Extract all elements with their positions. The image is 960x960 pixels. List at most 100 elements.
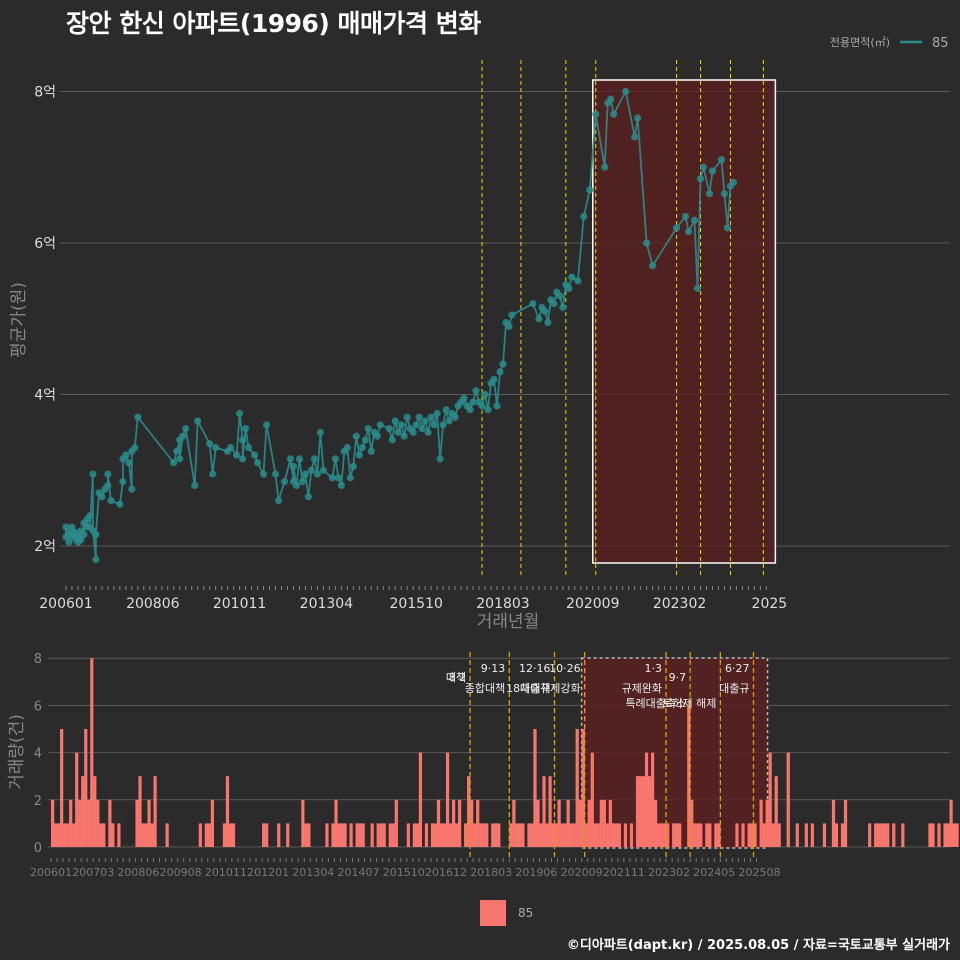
volume-bar (436, 799, 441, 847)
volume-bar (87, 799, 91, 847)
volume-bar (343, 823, 347, 847)
volume-bar (141, 823, 145, 847)
volume-bar (759, 799, 763, 847)
line-legend-title: 전용면적(㎡) (830, 36, 890, 49)
y-tick-label: 4억 (34, 388, 56, 404)
price-point (68, 523, 76, 531)
price-point (699, 163, 708, 171)
price-point (334, 474, 342, 482)
volume-bar (75, 752, 79, 847)
volume-bar (560, 823, 564, 847)
volume-bar (63, 823, 67, 847)
price-point (253, 459, 262, 467)
bar-x-tick-label: 202009 (561, 866, 603, 879)
volume-bar (448, 823, 453, 847)
price-point (313, 470, 322, 478)
price-point (693, 284, 702, 293)
price-point (508, 311, 516, 319)
volume-bar (690, 799, 694, 847)
volume-bar (747, 823, 751, 847)
price-point (355, 451, 363, 459)
policy-date: 8·2 (449, 671, 467, 684)
page-title: 장안 한신 아파트(1996) 매매가격 변화 (66, 9, 481, 38)
price-point (586, 186, 594, 194)
price-point (451, 413, 459, 421)
volume-bar (262, 823, 266, 847)
bar-x-tick-label: 201612 (425, 866, 467, 879)
volume-bar (949, 799, 953, 847)
price-point (580, 212, 588, 221)
volume-bar (455, 823, 459, 847)
volume-bar (331, 823, 335, 847)
volume-bar (774, 776, 778, 847)
volume-bar (735, 823, 739, 847)
price-point (80, 531, 88, 539)
volume-bar (883, 823, 887, 847)
price-point (319, 466, 327, 474)
x-tick-label: 201011 (213, 596, 266, 612)
bar-x-tick-label: 200908 (160, 866, 202, 879)
volume-bar (901, 823, 905, 847)
volume-bar (557, 799, 561, 847)
price-point (352, 432, 360, 440)
volume-bar (623, 823, 628, 847)
volume-bar (705, 823, 709, 847)
price-point (649, 262, 657, 270)
price-point (92, 531, 100, 539)
price-point (442, 406, 450, 414)
bar-x-tick-label: 201510 (383, 866, 425, 879)
volume-bar (717, 823, 721, 847)
volume-bar (834, 823, 839, 847)
volume-bar (102, 823, 106, 847)
volume-bar (225, 776, 230, 847)
volume-bar (804, 823, 808, 847)
volume-bar (135, 799, 139, 847)
volume-bar (548, 776, 552, 847)
volume-bar (424, 823, 429, 847)
price-point (568, 273, 576, 281)
volume-bar (638, 776, 643, 847)
volume-bar (509, 823, 513, 847)
policy-date: 6·27 (725, 662, 750, 675)
volume-bar (874, 823, 878, 847)
volume-bar (545, 823, 549, 847)
volume-bar (831, 799, 836, 847)
volume-bar (608, 799, 612, 847)
policy-date: 9·7 (669, 671, 687, 684)
volume-bar (479, 823, 483, 847)
volume-bar (51, 799, 55, 847)
price-point (176, 455, 184, 463)
volume-bar (467, 776, 471, 847)
volume-bar (650, 752, 655, 847)
volume-bar (536, 799, 540, 847)
price-point (556, 292, 564, 300)
bar-highlight-region (580, 657, 769, 849)
volume-bar (795, 823, 799, 847)
volume-bar (418, 752, 423, 847)
price-point (170, 459, 178, 467)
x-tick-label: 202302 (653, 596, 706, 612)
price-point (209, 470, 217, 478)
x-tick-label: 202009 (566, 596, 619, 612)
volume-bar (892, 823, 896, 847)
volume-bar (530, 823, 534, 847)
price-point (328, 474, 336, 482)
price-point (364, 424, 372, 433)
price-point (173, 447, 181, 455)
volume-bar (382, 823, 386, 847)
price-point (227, 443, 235, 452)
price-point (565, 284, 573, 293)
volume-bar (753, 823, 757, 847)
price-point (128, 485, 136, 493)
bar-x-tick-label: 201803 (470, 866, 512, 879)
price-point (104, 470, 112, 478)
price-point (62, 523, 70, 531)
volume-bar (590, 752, 594, 847)
volume-bar (663, 823, 667, 847)
volume-bar (750, 823, 754, 847)
price-point (238, 455, 247, 463)
policy-label: 18차대책 (506, 682, 550, 695)
policy-label: 특례대출축소 (625, 697, 686, 710)
volume-bar (334, 799, 338, 847)
volume-bar (644, 752, 649, 847)
